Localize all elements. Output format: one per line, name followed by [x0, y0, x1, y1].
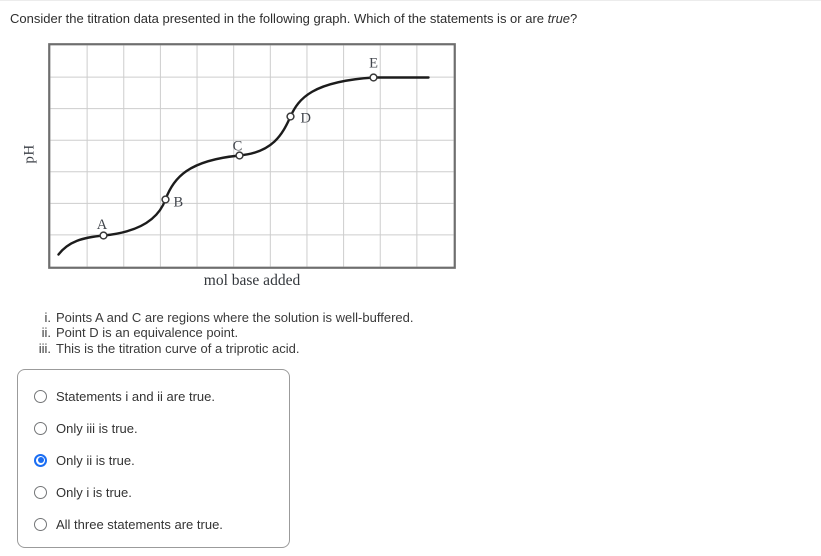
point-label-c: C — [233, 139, 243, 155]
option-label: Statements i and ii are true. — [56, 389, 215, 405]
page-top-border — [0, 0, 821, 1]
option-label: Only iii is true. — [56, 421, 138, 437]
statement-text: This is the titration curve of a triprot… — [56, 340, 300, 356]
question-text: Consider the titration data presented in… — [10, 11, 577, 26]
statement-numeral: iii. — [38, 340, 51, 356]
points: A B C D E — [97, 56, 378, 240]
radio-button[interactable] — [34, 485, 47, 499]
options-card: Statements i and ii are true. Only iii is… — [17, 369, 290, 548]
point-label-d: D — [301, 111, 311, 127]
plot-background — [50, 45, 454, 267]
statement-row: i. Points A and C are regions where the s… — [0, 310, 414, 325]
option-row[interactable]: All three statements are true. — [34, 508, 279, 540]
point-marker-b — [161, 195, 170, 204]
x-axis-label: mol base added — [203, 272, 301, 289]
point-label-e: E — [369, 56, 378, 72]
radio-button[interactable] — [34, 517, 47, 531]
statement-text: Points A and C are regions where the sol… — [56, 310, 414, 325]
point-marker-d — [286, 112, 295, 121]
point-marker-e — [369, 73, 378, 82]
question-text-suffix: ? — [570, 11, 578, 26]
y-axis-label: pH — [21, 144, 38, 164]
option-label: All three statements are true. — [56, 516, 223, 532]
question-text-main: Consider the titration data presented in… — [10, 11, 548, 26]
point-label-b: B — [174, 195, 184, 211]
statement-row: iii. This is the titration curve of a tri… — [0, 341, 413, 356]
option-label: Only i is true. — [56, 484, 132, 500]
statement-numeral: ii. — [41, 325, 51, 341]
radio-button[interactable] — [34, 390, 47, 404]
options-list: Statements i and ii are true. Only iii is… — [34, 381, 279, 540]
point-marker-c — [235, 151, 244, 160]
question-text-italic: true — [547, 11, 571, 26]
plot-border — [48, 43, 456, 269]
option-row[interactable]: Statements i and ii are true. — [34, 381, 279, 413]
statements-list: i. Points A and C are regions where the s… — [0, 310, 414, 356]
statement-text: Point D is an equivalence point. — [56, 325, 239, 341]
radio-button-selected[interactable] — [34, 453, 47, 467]
radio-button[interactable] — [34, 422, 47, 436]
option-label: Only ii is true. — [56, 452, 135, 468]
point-label-a: A — [97, 217, 108, 233]
statement-numeral: i. — [44, 310, 52, 325]
option-row[interactable]: Only iii is true. — [34, 413, 279, 445]
point-marker-a — [99, 231, 108, 240]
statement-row: ii. Point D is an equivalence point. — [0, 325, 413, 340]
option-row[interactable]: Only i is true. — [34, 476, 279, 508]
plot-svg: A B C D E — [48, 43, 456, 269]
option-row[interactable]: Only ii is true. — [34, 445, 279, 477]
